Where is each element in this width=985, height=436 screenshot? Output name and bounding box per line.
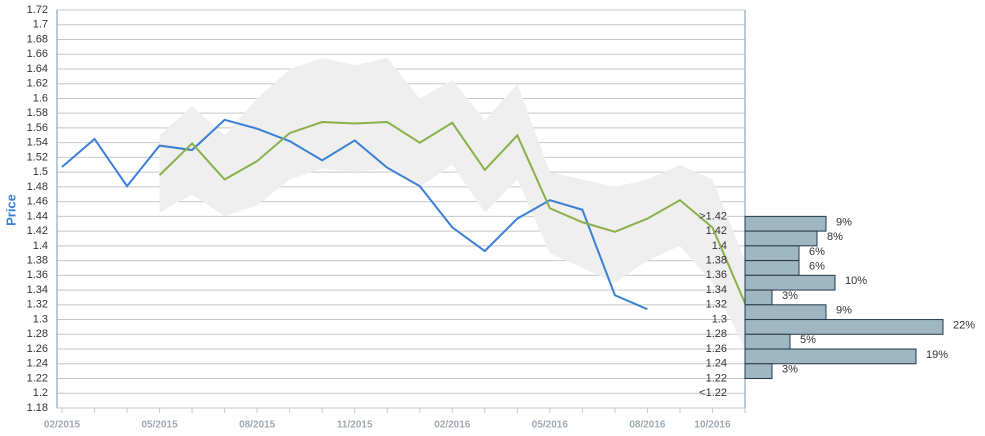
y-tick-label: 1.6 xyxy=(33,92,48,104)
value-label: 5% xyxy=(800,334,816,346)
y-tick-label: 1.32 xyxy=(27,299,48,311)
value-label: 9% xyxy=(836,216,852,228)
bin-label: 1.24 xyxy=(706,358,727,370)
bin-label: 1.38 xyxy=(706,254,727,266)
bin-label: 1.32 xyxy=(706,299,727,311)
y-tick-label: 1.24 xyxy=(27,358,48,370)
bin-label: 1.42 xyxy=(706,225,727,237)
y-tick-label: 1.68 xyxy=(27,33,48,45)
bin-label: 1.4 xyxy=(712,240,727,252)
y-tick-label: 1.38 xyxy=(27,254,48,266)
series-line xyxy=(158,121,746,304)
x-tick-label: 02/2016 xyxy=(434,420,471,431)
y-tick-label: 1.26 xyxy=(27,343,48,355)
value-label: 19% xyxy=(926,349,948,361)
value-label: 6% xyxy=(809,260,825,272)
bin-label: 1.28 xyxy=(706,328,727,340)
bin-label: 1.3 xyxy=(712,313,727,325)
y-tick-label: 1.5 xyxy=(33,166,48,178)
y-tick-label: 1.54 xyxy=(27,137,48,149)
value-label: 3% xyxy=(782,290,798,302)
bar xyxy=(744,289,773,306)
x-tick-label: 02/2015 xyxy=(44,420,81,431)
y-tick-label: 1.18 xyxy=(27,402,48,414)
band-area xyxy=(159,57,746,350)
y-tick-label: 1.28 xyxy=(27,328,48,340)
y-tick-label: 1.42 xyxy=(27,225,48,237)
bin-label: 1.36 xyxy=(706,269,727,281)
bar xyxy=(744,230,818,247)
y-tick-label: 1.36 xyxy=(27,269,48,281)
bar xyxy=(744,304,827,321)
bar xyxy=(744,319,944,335)
bin-label: <1.22 xyxy=(699,387,727,399)
bar xyxy=(744,348,917,365)
x-tick-label: 05/2015 xyxy=(141,420,178,431)
y-tick-label: 1.72 xyxy=(27,4,48,16)
x-tick-label: 11/2015 xyxy=(337,420,373,431)
y-axis-label: Price xyxy=(3,194,18,226)
bar xyxy=(744,215,827,232)
value-label: 8% xyxy=(827,231,843,243)
y-tick-label: 1.48 xyxy=(27,181,48,193)
bin-label: 1.26 xyxy=(706,343,727,355)
bar xyxy=(744,333,791,350)
bar xyxy=(744,245,800,262)
value-label: 22% xyxy=(953,319,975,331)
bar xyxy=(744,260,800,276)
y-tick-label: 1.56 xyxy=(27,122,48,134)
bar xyxy=(744,363,773,380)
series-line xyxy=(61,118,648,311)
y-tick-label: 1.4 xyxy=(33,240,48,252)
y-tick-label: 1.22 xyxy=(27,372,48,384)
value-label: 6% xyxy=(809,246,825,258)
value-label: 9% xyxy=(836,305,852,317)
y-tick-label: 1.52 xyxy=(27,151,48,163)
y-tick-label: 1.7 xyxy=(33,19,48,31)
y-tick-label: 1.46 xyxy=(27,196,48,208)
y-tick-label: 1.44 xyxy=(27,210,48,222)
bar xyxy=(744,274,836,291)
x-tick-label: 08/2015 xyxy=(239,420,276,431)
y-tick-label: 1.3 xyxy=(33,313,48,325)
y-tick-label: 1.2 xyxy=(33,387,48,399)
y-tick-label: 1.64 xyxy=(27,63,48,75)
bin-label: 1.34 xyxy=(706,284,727,296)
x-tick-label: 05/2016 xyxy=(532,420,569,431)
bin-label: >1.42 xyxy=(699,210,727,222)
y-tick-label: 1.62 xyxy=(27,78,48,90)
bin-label: 1.22 xyxy=(706,372,727,384)
y-tick-label: 1.66 xyxy=(27,48,48,60)
x-tick-label: 10/2016 xyxy=(694,420,731,431)
y-tick-label: 1.58 xyxy=(27,107,48,119)
value-label: 3% xyxy=(782,364,798,376)
x-tick-label: 08/2016 xyxy=(629,420,666,431)
value-label: 10% xyxy=(845,275,867,287)
y-tick-label: 1.34 xyxy=(27,284,48,296)
